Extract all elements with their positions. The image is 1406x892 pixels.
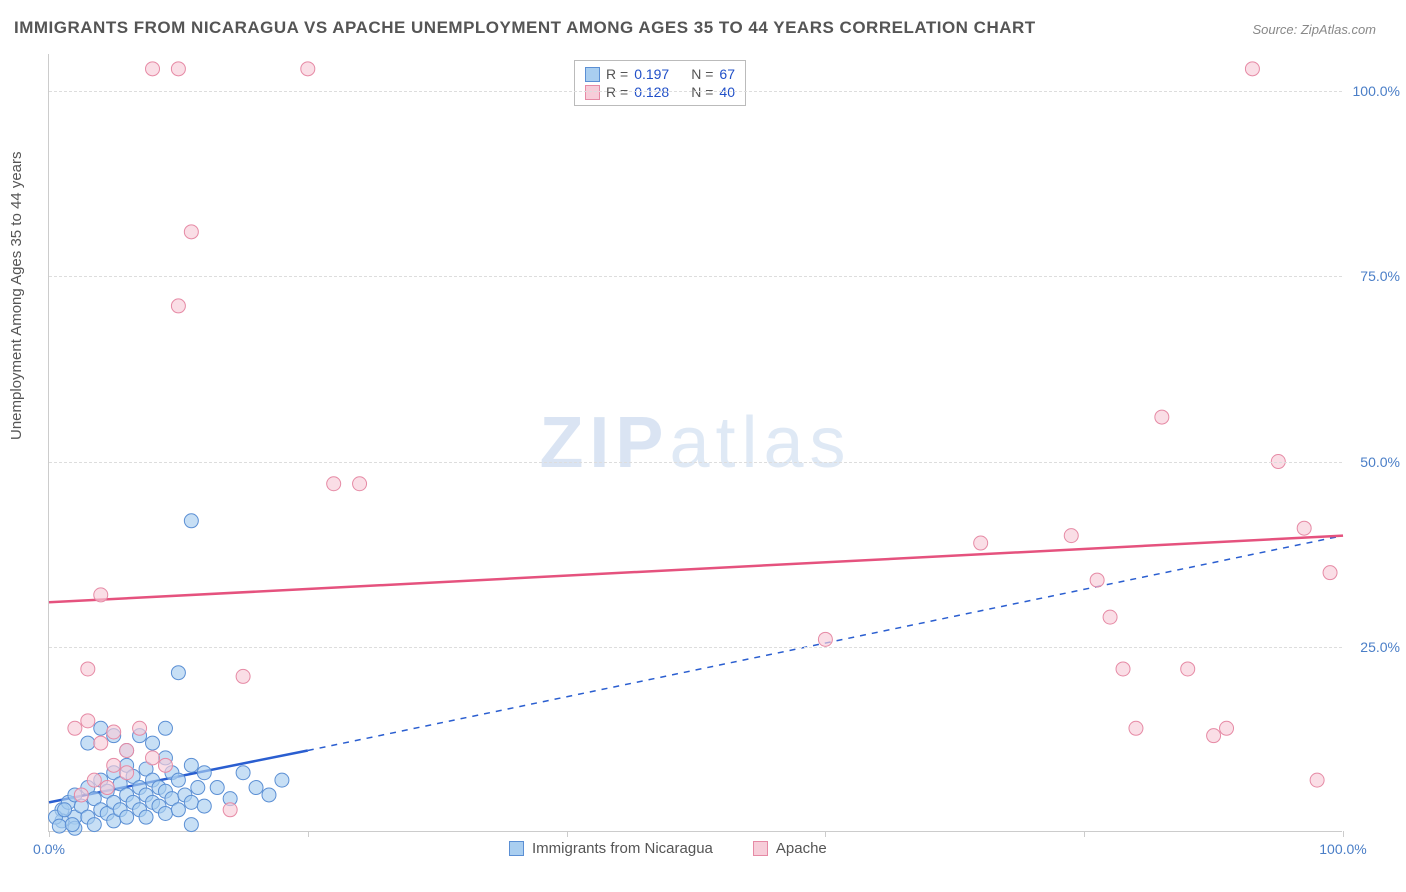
swatch-pink-icon	[753, 841, 768, 856]
bottom-legend: Immigrants from Nicaragua Apache	[509, 840, 827, 857]
stats-r-value: 0.197	[634, 66, 669, 82]
stats-r-label: R =	[606, 66, 628, 82]
legend-label-2: Apache	[776, 840, 827, 857]
xtick-mark	[1084, 831, 1085, 837]
xtick-label: 100.0%	[1319, 841, 1366, 857]
xtick-mark	[567, 831, 568, 837]
gridline	[49, 276, 1342, 277]
xtick-label: 0.0%	[33, 841, 65, 857]
legend-item-1: Immigrants from Nicaragua	[509, 840, 713, 857]
gridline	[49, 462, 1342, 463]
chart-container: IMMIGRANTS FROM NICARAGUA VS APACHE UNEM…	[0, 0, 1406, 892]
gridline	[49, 647, 1342, 648]
y-axis-label: Unemployment Among Ages 35 to 44 years	[8, 151, 25, 440]
ytick-label: 25.0%	[1360, 639, 1400, 655]
stats-legend: R = 0.197 N = 67 R = 0.128 N = 40	[574, 60, 746, 106]
gridline	[49, 91, 1342, 92]
swatch-blue-icon	[585, 67, 600, 82]
source-attribution: Source: ZipAtlas.com	[1252, 22, 1376, 37]
xtick-mark	[308, 831, 309, 837]
stats-n-label: N =	[691, 66, 713, 82]
ytick-label: 100.0%	[1353, 83, 1400, 99]
legend-item-2: Apache	[753, 840, 827, 857]
xtick-mark	[49, 831, 50, 837]
xtick-mark	[1343, 831, 1344, 837]
plot-area: ZIPatlas R = 0.197 N = 67 R = 0.128 N = …	[48, 54, 1342, 832]
ytick-label: 75.0%	[1360, 268, 1400, 284]
ytick-label: 50.0%	[1360, 454, 1400, 470]
stats-row-1: R = 0.197 N = 67	[585, 65, 735, 83]
stats-n-value: 67	[719, 66, 735, 82]
plot-svg	[49, 54, 1342, 831]
legend-label-1: Immigrants from Nicaragua	[532, 840, 713, 857]
chart-title: IMMIGRANTS FROM NICARAGUA VS APACHE UNEM…	[14, 18, 1036, 38]
xtick-mark	[825, 831, 826, 837]
swatch-blue-icon	[509, 841, 524, 856]
